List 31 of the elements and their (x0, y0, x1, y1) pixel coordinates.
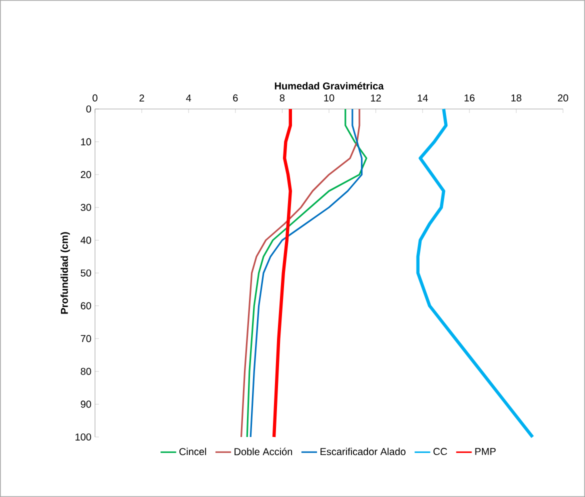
y-tick-label: 30 (80, 204, 92, 211)
x-tick-label: 4 (186, 94, 192, 102)
y-tick-label: 10 (81, 138, 92, 146)
legend-label: CC (434, 448, 448, 456)
y-tick-label: 0 (86, 105, 92, 113)
legend-label: PMP (475, 448, 496, 455)
line-series (416, 107, 534, 439)
y-tick-label: 50 (80, 269, 92, 277)
y-tick-label: 20 (80, 171, 92, 178)
y-tick-label: 100 (76, 433, 92, 441)
x-tick-label: 12 (371, 94, 381, 102)
x-axis-title: Humedad Gravimétrica (274, 82, 384, 90)
legend-label: Cincel (179, 448, 206, 456)
y-axis-title: Profundidad (cm) (60, 232, 70, 314)
x-tick-label: 18 (511, 94, 522, 102)
x-tick-label: 10 (324, 94, 334, 102)
line-series (272, 107, 292, 439)
x-tick-label: 2 (140, 94, 144, 102)
y-tick-label: 60 (80, 302, 92, 310)
legend-label: Escarificador Alado (320, 448, 406, 456)
y-tick-label: 90 (80, 400, 92, 408)
x-tick-label: 8 (280, 94, 285, 102)
y-tick-label: 70 (80, 335, 92, 342)
legend-label: Doble Acción (234, 448, 292, 456)
y-tick-label: 80 (80, 368, 92, 375)
x-tick-label: 0 (92, 94, 98, 102)
x-tick-label: 6 (233, 94, 238, 102)
y-tick-label: 40 (80, 236, 92, 244)
x-tick-label: 16 (464, 94, 475, 102)
x-tick-label: 20 (558, 94, 568, 102)
x-tick-label: 14 (418, 94, 428, 102)
